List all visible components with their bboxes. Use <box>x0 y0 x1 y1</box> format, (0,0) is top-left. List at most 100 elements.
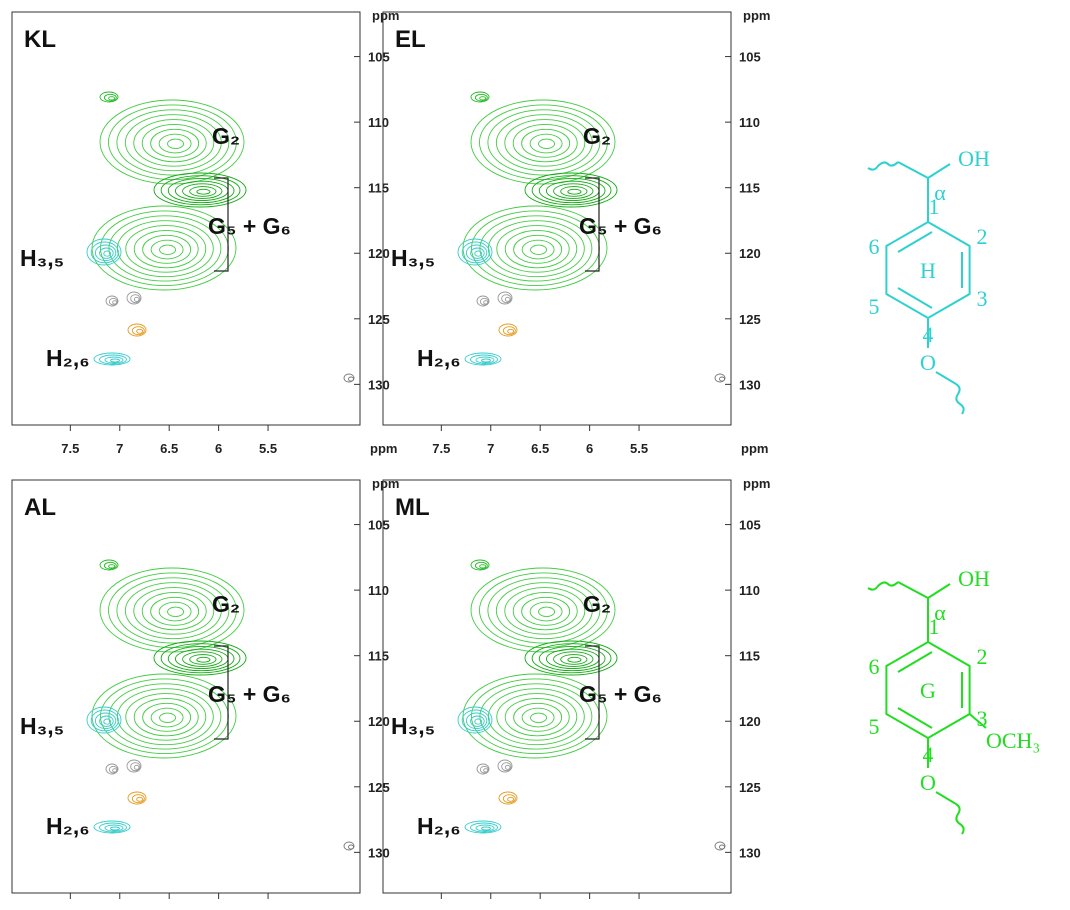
y-axis-label: ppm <box>372 8 399 23</box>
double-bond <box>898 708 932 728</box>
peak-label: G₂ <box>212 591 240 617</box>
contour <box>522 708 554 727</box>
y-axis-label: ppm <box>743 476 770 491</box>
y-tick-label: 130 <box>739 377 761 392</box>
y-tick-label: 110 <box>368 583 389 598</box>
x-tick-label: 6.5 <box>531 441 549 456</box>
position-number: 4 <box>923 322 934 347</box>
structure <box>868 162 970 414</box>
contour <box>505 230 569 267</box>
y-tick-label: 115 <box>739 649 760 664</box>
oxygen: O <box>920 770 936 795</box>
double-bond <box>898 288 932 308</box>
contour <box>151 708 183 727</box>
y-axis-label: ppm <box>372 476 399 491</box>
contour <box>568 657 581 662</box>
position-number: 3 <box>977 286 988 311</box>
peak-label: H₂,₆ <box>417 345 461 371</box>
peak-label: G₂ <box>212 123 240 149</box>
contour <box>530 602 562 621</box>
peak-label: G₂ <box>583 123 611 149</box>
panel: ML1051101151201251307.576.565.5ppmppmG₂G… <box>383 476 770 910</box>
contour <box>113 301 117 304</box>
contour <box>160 713 176 722</box>
position-number: 6 <box>869 234 880 259</box>
contour <box>513 124 577 161</box>
bond <box>898 162 928 178</box>
y-tick-label: 105 <box>368 518 390 533</box>
contour <box>190 655 216 665</box>
y-tick-label: 125 <box>739 780 761 795</box>
y-tick-label: 105 <box>739 518 761 533</box>
y-axis-label: ppm <box>743 8 770 23</box>
contour <box>539 646 605 670</box>
contour <box>471 248 485 258</box>
y-tick-label: 120 <box>368 714 390 729</box>
contour <box>488 689 584 745</box>
contour <box>137 329 143 333</box>
contour <box>160 245 176 254</box>
y-tick-label: 130 <box>368 845 390 860</box>
contour <box>100 248 114 258</box>
contour <box>505 698 569 735</box>
x-axis-label: ppm <box>741 441 768 456</box>
bond <box>928 584 950 598</box>
contour <box>151 240 183 259</box>
contour <box>142 592 206 629</box>
y-tick-label: 115 <box>368 181 389 196</box>
contour <box>480 97 486 100</box>
y-tick-label: 125 <box>368 780 390 795</box>
structure <box>868 582 986 834</box>
contour <box>137 797 143 801</box>
peak-label: G₅ + G₆ <box>208 213 291 239</box>
contour <box>508 329 514 333</box>
x-tick-label: 6 <box>215 441 222 456</box>
contour <box>561 187 587 197</box>
contour <box>168 607 184 616</box>
panel-title: ML <box>395 494 430 521</box>
contour <box>505 588 585 635</box>
contour <box>117 689 213 745</box>
contour <box>482 827 491 830</box>
contour <box>496 115 592 171</box>
x-tick-label: 7 <box>487 441 494 456</box>
position-number: 2 <box>977 644 988 669</box>
contour <box>126 694 206 741</box>
peak-label: H₃,₅ <box>20 245 64 271</box>
contour <box>539 178 605 202</box>
hydroxyl: OH <box>958 566 990 591</box>
contour <box>159 602 191 621</box>
bond <box>936 372 956 384</box>
peak-label: G₅ + G₆ <box>579 213 662 239</box>
x-tick-label: 6.5 <box>160 441 178 456</box>
y-tick-label: 110 <box>368 115 389 130</box>
contour <box>168 178 234 202</box>
peak-label: H₂,₆ <box>417 813 461 839</box>
contour <box>111 359 120 362</box>
contour <box>125 583 221 639</box>
contour <box>497 226 577 273</box>
y-tick-label: 105 <box>739 50 761 65</box>
contour <box>109 565 115 568</box>
contour <box>488 221 584 277</box>
position-number: 2 <box>977 224 988 249</box>
ring-label: G <box>920 678 936 703</box>
contour <box>117 221 213 277</box>
panel: EL1051101151201251307.576.565.5ppmppmG₂G… <box>383 8 770 456</box>
peak-label: H₃,₅ <box>391 713 435 739</box>
double-bond <box>898 652 932 672</box>
bond <box>898 582 928 598</box>
peak-label: H₃,₅ <box>20 713 64 739</box>
contour <box>100 716 114 726</box>
contour <box>197 189 210 194</box>
contour <box>508 797 514 801</box>
wavy-bond <box>956 804 964 834</box>
contour <box>484 301 488 304</box>
x-tick-label: 7 <box>116 441 123 456</box>
contour <box>539 139 555 148</box>
panel-title: KL <box>24 26 56 53</box>
contour <box>168 139 184 148</box>
y-tick-label: 130 <box>368 377 390 392</box>
contour <box>561 655 587 665</box>
contour <box>109 97 115 100</box>
